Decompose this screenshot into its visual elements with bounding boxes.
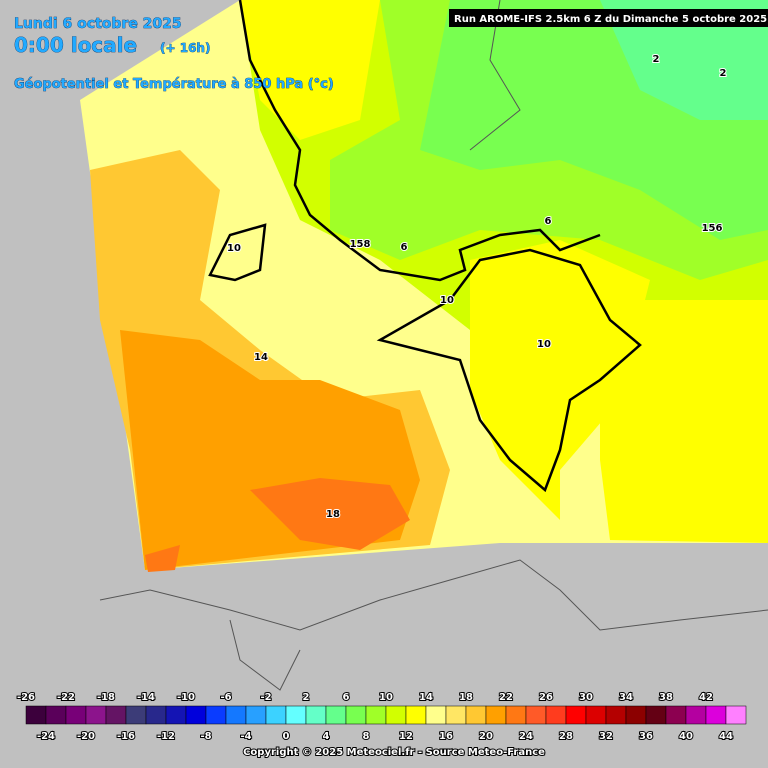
scale-label: 44 xyxy=(719,731,733,742)
scale-box xyxy=(565,705,587,725)
scale-box xyxy=(485,705,507,725)
scale-label: -20 xyxy=(77,731,95,742)
scale-box xyxy=(525,705,547,725)
scale-label: 40 xyxy=(679,731,693,742)
scale-label: 4 xyxy=(323,731,330,742)
scale-label: -16 xyxy=(117,731,135,742)
scale-box xyxy=(465,705,487,725)
scale-label: 26 xyxy=(539,692,553,703)
scale-label: 28 xyxy=(559,731,573,742)
date: Lundi 6 octobre 2025 xyxy=(14,16,182,32)
coastlines xyxy=(99,0,768,691)
scale-box xyxy=(505,705,527,725)
run-info: Run AROME-IFS 2.5km 6 Z du Dimanche 5 oc… xyxy=(454,14,767,25)
scale-label: -26 xyxy=(17,692,35,703)
scale-box xyxy=(685,705,707,725)
scale-label: -4 xyxy=(240,731,251,742)
offset: (+ 16h) xyxy=(160,41,210,55)
scale-box xyxy=(285,705,307,725)
scale-box xyxy=(305,705,327,725)
scale-label: -10 xyxy=(177,692,195,703)
scale-box xyxy=(245,705,267,725)
scale-label: 22 xyxy=(499,692,513,703)
scale-box xyxy=(665,705,687,725)
time: 0:00 locale xyxy=(14,33,137,57)
scale-label: 32 xyxy=(599,731,613,742)
scale-box xyxy=(445,705,467,725)
copyright: Copyright © 2025 Meteociel.fr - Source M… xyxy=(243,747,545,758)
contour-label: 158 xyxy=(350,239,371,250)
scale-label: -6 xyxy=(220,692,231,703)
scale-box xyxy=(205,705,227,725)
contour-label: 6 xyxy=(545,216,552,227)
scale-label: 14 xyxy=(419,692,433,703)
scale-label: 10 xyxy=(379,692,393,703)
scale-label: -12 xyxy=(157,731,175,742)
scale-label: 2 xyxy=(303,692,310,703)
scale-box xyxy=(85,705,107,725)
scale-box xyxy=(585,705,607,725)
scale-label: 36 xyxy=(639,731,653,742)
scale-box xyxy=(45,705,67,725)
scale-box xyxy=(185,705,207,725)
field: Géopotentiel et Température à 850 hPa (°… xyxy=(14,77,334,92)
scale-box xyxy=(705,705,727,725)
scale-box xyxy=(125,705,147,725)
scale-label: 6 xyxy=(343,692,350,703)
run-box xyxy=(449,9,768,27)
scale-box xyxy=(265,705,287,725)
scale-box xyxy=(425,705,447,725)
contour-label: 14 xyxy=(254,352,268,363)
scale-box xyxy=(405,705,427,725)
scale-box xyxy=(385,705,407,725)
scale-box xyxy=(105,705,127,725)
scale-box xyxy=(645,705,667,725)
scale-box xyxy=(545,705,567,725)
scale-label: 20 xyxy=(479,731,493,742)
scale-label: -8 xyxy=(200,731,211,742)
scale-box xyxy=(25,705,47,725)
scale-box xyxy=(65,705,87,725)
contour-label: 2 xyxy=(720,68,727,79)
scale-label: -24 xyxy=(37,731,55,742)
contour-label: 10 xyxy=(227,243,241,254)
scale-box xyxy=(225,705,247,725)
scale-label: 38 xyxy=(659,692,673,703)
contour-label: 2 xyxy=(653,54,660,65)
scale-box xyxy=(605,705,627,725)
contour-label: 156 xyxy=(702,223,723,234)
contours xyxy=(208,0,642,493)
temperature-field xyxy=(80,0,768,572)
scale-box xyxy=(625,705,647,725)
contour-label: 6 xyxy=(401,242,408,253)
scale-label: 16 xyxy=(439,731,453,742)
scale-label: 34 xyxy=(619,692,633,703)
scale-box xyxy=(165,705,187,725)
scale-box xyxy=(345,705,367,725)
contour-label: 10 xyxy=(537,339,551,350)
scale-label: 18 xyxy=(459,692,473,703)
scale-box xyxy=(725,705,747,725)
scale-label: -2 xyxy=(260,692,271,703)
scale-box xyxy=(365,705,387,725)
contour-labels: 10 14 18 158 6 10 10 6 156 2 2 xyxy=(226,53,727,521)
scale-box xyxy=(145,705,167,725)
scale-label: -18 xyxy=(97,692,115,703)
scale-box xyxy=(325,705,347,725)
scale-label: 8 xyxy=(363,731,370,742)
color-scale: -26-24-22-20-18-16-14-12-10-8-6-4-202468… xyxy=(16,691,747,743)
scale-label: 24 xyxy=(519,731,533,742)
contour-label: 18 xyxy=(326,509,340,520)
scale-label: -14 xyxy=(137,692,155,703)
scale-label: 30 xyxy=(579,692,593,703)
scale-label: 12 xyxy=(399,731,413,742)
contour-label: 10 xyxy=(440,295,454,306)
scale-label: -22 xyxy=(57,692,75,703)
scale-label: 0 xyxy=(283,731,290,742)
scale-label: 42 xyxy=(699,692,713,703)
